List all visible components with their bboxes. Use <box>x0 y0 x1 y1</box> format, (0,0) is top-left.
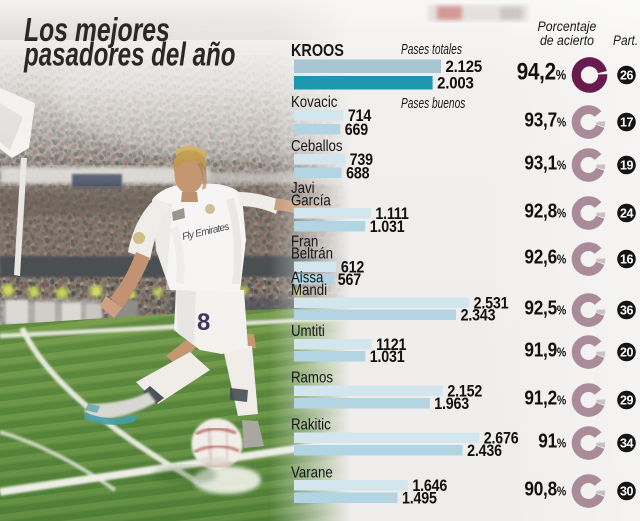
svg-text:Rakitic: Rakitic <box>291 417 331 434</box>
svg-text:pasadores del año: pasadores del año <box>23 37 235 74</box>
svg-text:Umtiti: Umtiti <box>291 323 325 340</box>
svg-text:2.676: 2.676 <box>484 430 519 448</box>
svg-text:Mandi: Mandi <box>291 282 327 299</box>
svg-text:García: García <box>291 192 332 209</box>
svg-text:2.343: 2.343 <box>461 307 496 325</box>
svg-text:1121: 1121 <box>376 336 407 354</box>
svg-text:Ceballos: Ceballos <box>291 138 343 155</box>
svg-text:Fran: Fran <box>291 234 318 251</box>
svg-text:24: 24 <box>620 206 633 220</box>
svg-text:92,8%: 92,8% <box>524 200 566 223</box>
svg-text:1.495: 1.495 <box>402 490 437 508</box>
svg-text:688: 688 <box>346 165 370 183</box>
svg-text:Varane: Varane <box>291 465 333 482</box>
svg-text:92,6%: 92,6% <box>524 246 566 269</box>
svg-text:739: 739 <box>350 151 373 169</box>
svg-text:Pases buenos: Pases buenos <box>401 95 465 111</box>
svg-text:26: 26 <box>620 68 633 82</box>
svg-text:1.031: 1.031 <box>370 348 405 366</box>
svg-text:Javi: Javi <box>291 180 315 197</box>
svg-text:2.152: 2.152 <box>447 383 482 401</box>
svg-text:Los mejores: Los mejores <box>24 13 170 49</box>
svg-text:Pases totales: Pases totales <box>401 41 462 57</box>
svg-text:91%: 91% <box>538 430 566 453</box>
svg-text:KROOS: KROOS <box>291 42 344 60</box>
svg-text:20: 20 <box>620 345 633 359</box>
svg-text:29: 29 <box>620 393 633 407</box>
svg-text:612: 612 <box>341 259 364 277</box>
svg-text:94,2%: 94,2% <box>517 58 567 85</box>
svg-text:1.031: 1.031 <box>370 218 405 236</box>
svg-text:2.125: 2.125 <box>445 58 482 76</box>
svg-text:Aissa: Aissa <box>291 270 324 287</box>
svg-text:1.111: 1.111 <box>375 205 409 223</box>
svg-text:1.963: 1.963 <box>434 395 469 413</box>
svg-text:Porcentaje: Porcentaje <box>538 18 597 34</box>
svg-text:Part.: Part. <box>613 32 638 48</box>
svg-text:de acierto: de acierto <box>540 32 594 48</box>
svg-text:90,8%: 90,8% <box>524 478 566 501</box>
svg-text:19: 19 <box>620 158 633 172</box>
svg-text:1.646: 1.646 <box>412 477 447 495</box>
svg-text:91,9%: 91,9% <box>524 339 566 362</box>
svg-text:36: 36 <box>620 303 633 317</box>
svg-text:30: 30 <box>620 484 633 498</box>
svg-text:93,1%: 93,1% <box>524 152 566 175</box>
svg-text:2.003: 2.003 <box>437 75 474 93</box>
svg-text:92,5%: 92,5% <box>524 297 566 320</box>
svg-text:2.531: 2.531 <box>474 295 509 313</box>
svg-text:16: 16 <box>620 252 633 266</box>
svg-text:17: 17 <box>620 115 633 129</box>
svg-text:714: 714 <box>348 107 372 125</box>
svg-text:Kovacic: Kovacic <box>291 94 337 111</box>
svg-text:34: 34 <box>620 436 633 450</box>
svg-text:93,7%: 93,7% <box>524 109 566 132</box>
svg-text:2.436: 2.436 <box>467 442 502 460</box>
svg-text:Beltrán: Beltrán <box>291 246 333 263</box>
svg-text:8: 8 <box>197 309 210 336</box>
svg-text:669: 669 <box>345 121 368 139</box>
svg-text:91,2%: 91,2% <box>524 387 566 410</box>
svg-text:Ramos: Ramos <box>291 370 333 387</box>
svg-text:567: 567 <box>338 271 361 289</box>
